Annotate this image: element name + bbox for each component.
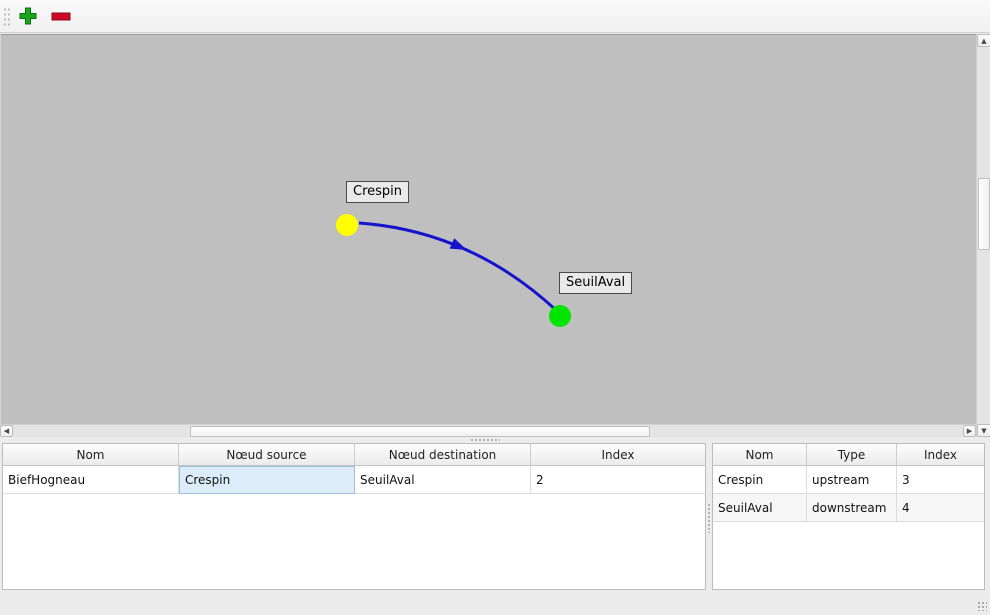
cell-nom[interactable]: SeuilAval — [713, 494, 807, 522]
header-nom[interactable]: Nom — [3, 444, 179, 466]
node-label-crespin[interactable]: Crespin — [346, 181, 409, 203]
edges-table: Nom Nœud source Nœud destination Index B… — [2, 443, 706, 590]
cell-type[interactable]: upstream — [807, 466, 897, 494]
scroll-right-icon[interactable]: ▶ — [963, 425, 976, 437]
scroll-left-icon[interactable]: ◀ — [0, 425, 13, 437]
scroll-up-icon[interactable]: ▲ — [977, 34, 990, 47]
node-label-seuilaval[interactable]: SeuilAval — [559, 272, 632, 294]
header-type[interactable]: Type — [807, 444, 897, 466]
plus-icon — [18, 6, 38, 29]
edges-table-header: Nom Nœud source Nœud destination Index — [3, 444, 705, 466]
nodes-table: Nom Type Index Crespin upstream 3 SeuilA… — [712, 443, 985, 590]
add-button[interactable] — [16, 5, 40, 29]
splitter-handle-icon — [708, 503, 710, 533]
vertical-scrollbar[interactable]: ▲ ▼ — [976, 34, 990, 437]
cell-index[interactable]: 2 — [531, 466, 705, 494]
cell-noeud-destination[interactable]: SeuilAval — [355, 466, 531, 494]
cell-noeud-source-selected[interactable]: Crespin — [179, 466, 355, 494]
header-index[interactable]: Index — [531, 444, 705, 466]
edge-arrowhead-icon — [450, 238, 467, 250]
splitter-handle-icon — [470, 439, 500, 441]
horizontal-scrollbar[interactable]: ◀ ▶ — [0, 424, 976, 437]
cell-index[interactable]: 4 — [897, 494, 984, 522]
scroll-down-icon[interactable]: ▼ — [977, 424, 990, 437]
node-crespin[interactable] — [336, 214, 358, 236]
cell-nom[interactable]: BiefHogneau — [3, 466, 179, 494]
edge-biefhogneau[interactable] — [359, 223, 557, 311]
network-canvas[interactable]: Crespin SeuilAval — [0, 34, 976, 424]
header-nom[interactable]: Nom — [713, 444, 807, 466]
nodes-table-header: Nom Type Index — [713, 444, 984, 466]
vertical-scrollbar-thumb[interactable] — [978, 178, 990, 250]
header-index[interactable]: Index — [897, 444, 984, 466]
node-seuilaval[interactable] — [549, 305, 571, 327]
minus-icon — [50, 6, 72, 29]
cell-nom[interactable]: Crespin — [713, 466, 807, 494]
status-strip — [0, 590, 990, 615]
table-row: Crespin upstream 3 — [713, 466, 984, 494]
table-row: BiefHogneau Crespin SeuilAval 2 — [3, 466, 705, 494]
resize-grip-icon[interactable] — [977, 601, 987, 611]
header-noeud-destination[interactable]: Nœud destination — [355, 444, 531, 466]
remove-button[interactable] — [49, 5, 73, 29]
cell-type[interactable]: downstream — [807, 494, 897, 522]
application-window: { "toolbar": { "add_icon": "plus-icon", … — [0, 0, 990, 615]
cell-index[interactable]: 3 — [897, 466, 984, 494]
header-noeud-source[interactable]: Nœud source — [179, 444, 355, 466]
table-row: SeuilAval downstream 4 — [713, 494, 984, 522]
toolbar — [0, 0, 990, 33]
horizontal-scrollbar-thumb[interactable] — [190, 426, 650, 437]
toolbar-drag-handle[interactable] — [3, 7, 10, 26]
network-graph — [1, 35, 977, 425]
